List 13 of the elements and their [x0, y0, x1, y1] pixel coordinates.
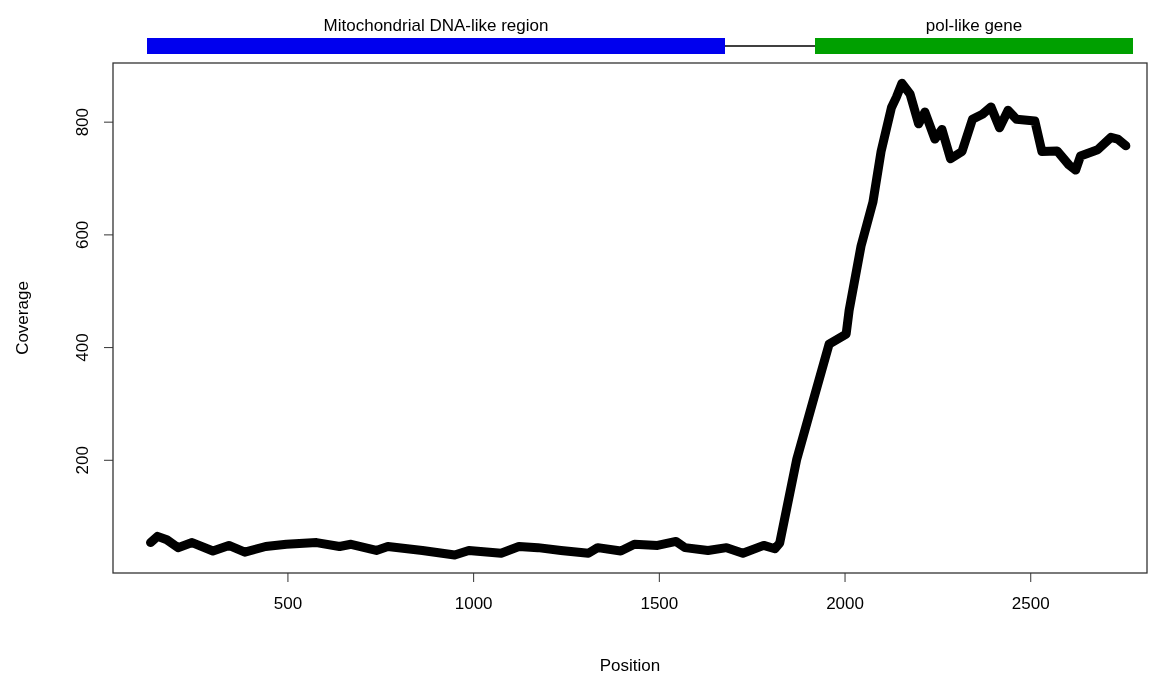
y-tick-label: 800: [73, 107, 92, 137]
text: Mitochondrial DNA-like region: [323, 16, 549, 35]
x-tick-label: 500: [273, 594, 303, 613]
x-tick-label: 2500: [1011, 594, 1050, 613]
y-axis-title: Coverage: [13, 281, 32, 355]
x-axis-title: Position: [599, 656, 661, 675]
x-tick-label: 1500: [640, 594, 679, 613]
y-tick-label: 600: [73, 220, 92, 250]
y-tick-label: 200: [73, 446, 92, 475]
text: pol-like gene: [925, 16, 1023, 35]
x-tick-label: 2000: [826, 594, 864, 613]
x-tick-label: 1000: [454, 594, 493, 613]
y-tick-label: 400: [73, 333, 92, 362]
